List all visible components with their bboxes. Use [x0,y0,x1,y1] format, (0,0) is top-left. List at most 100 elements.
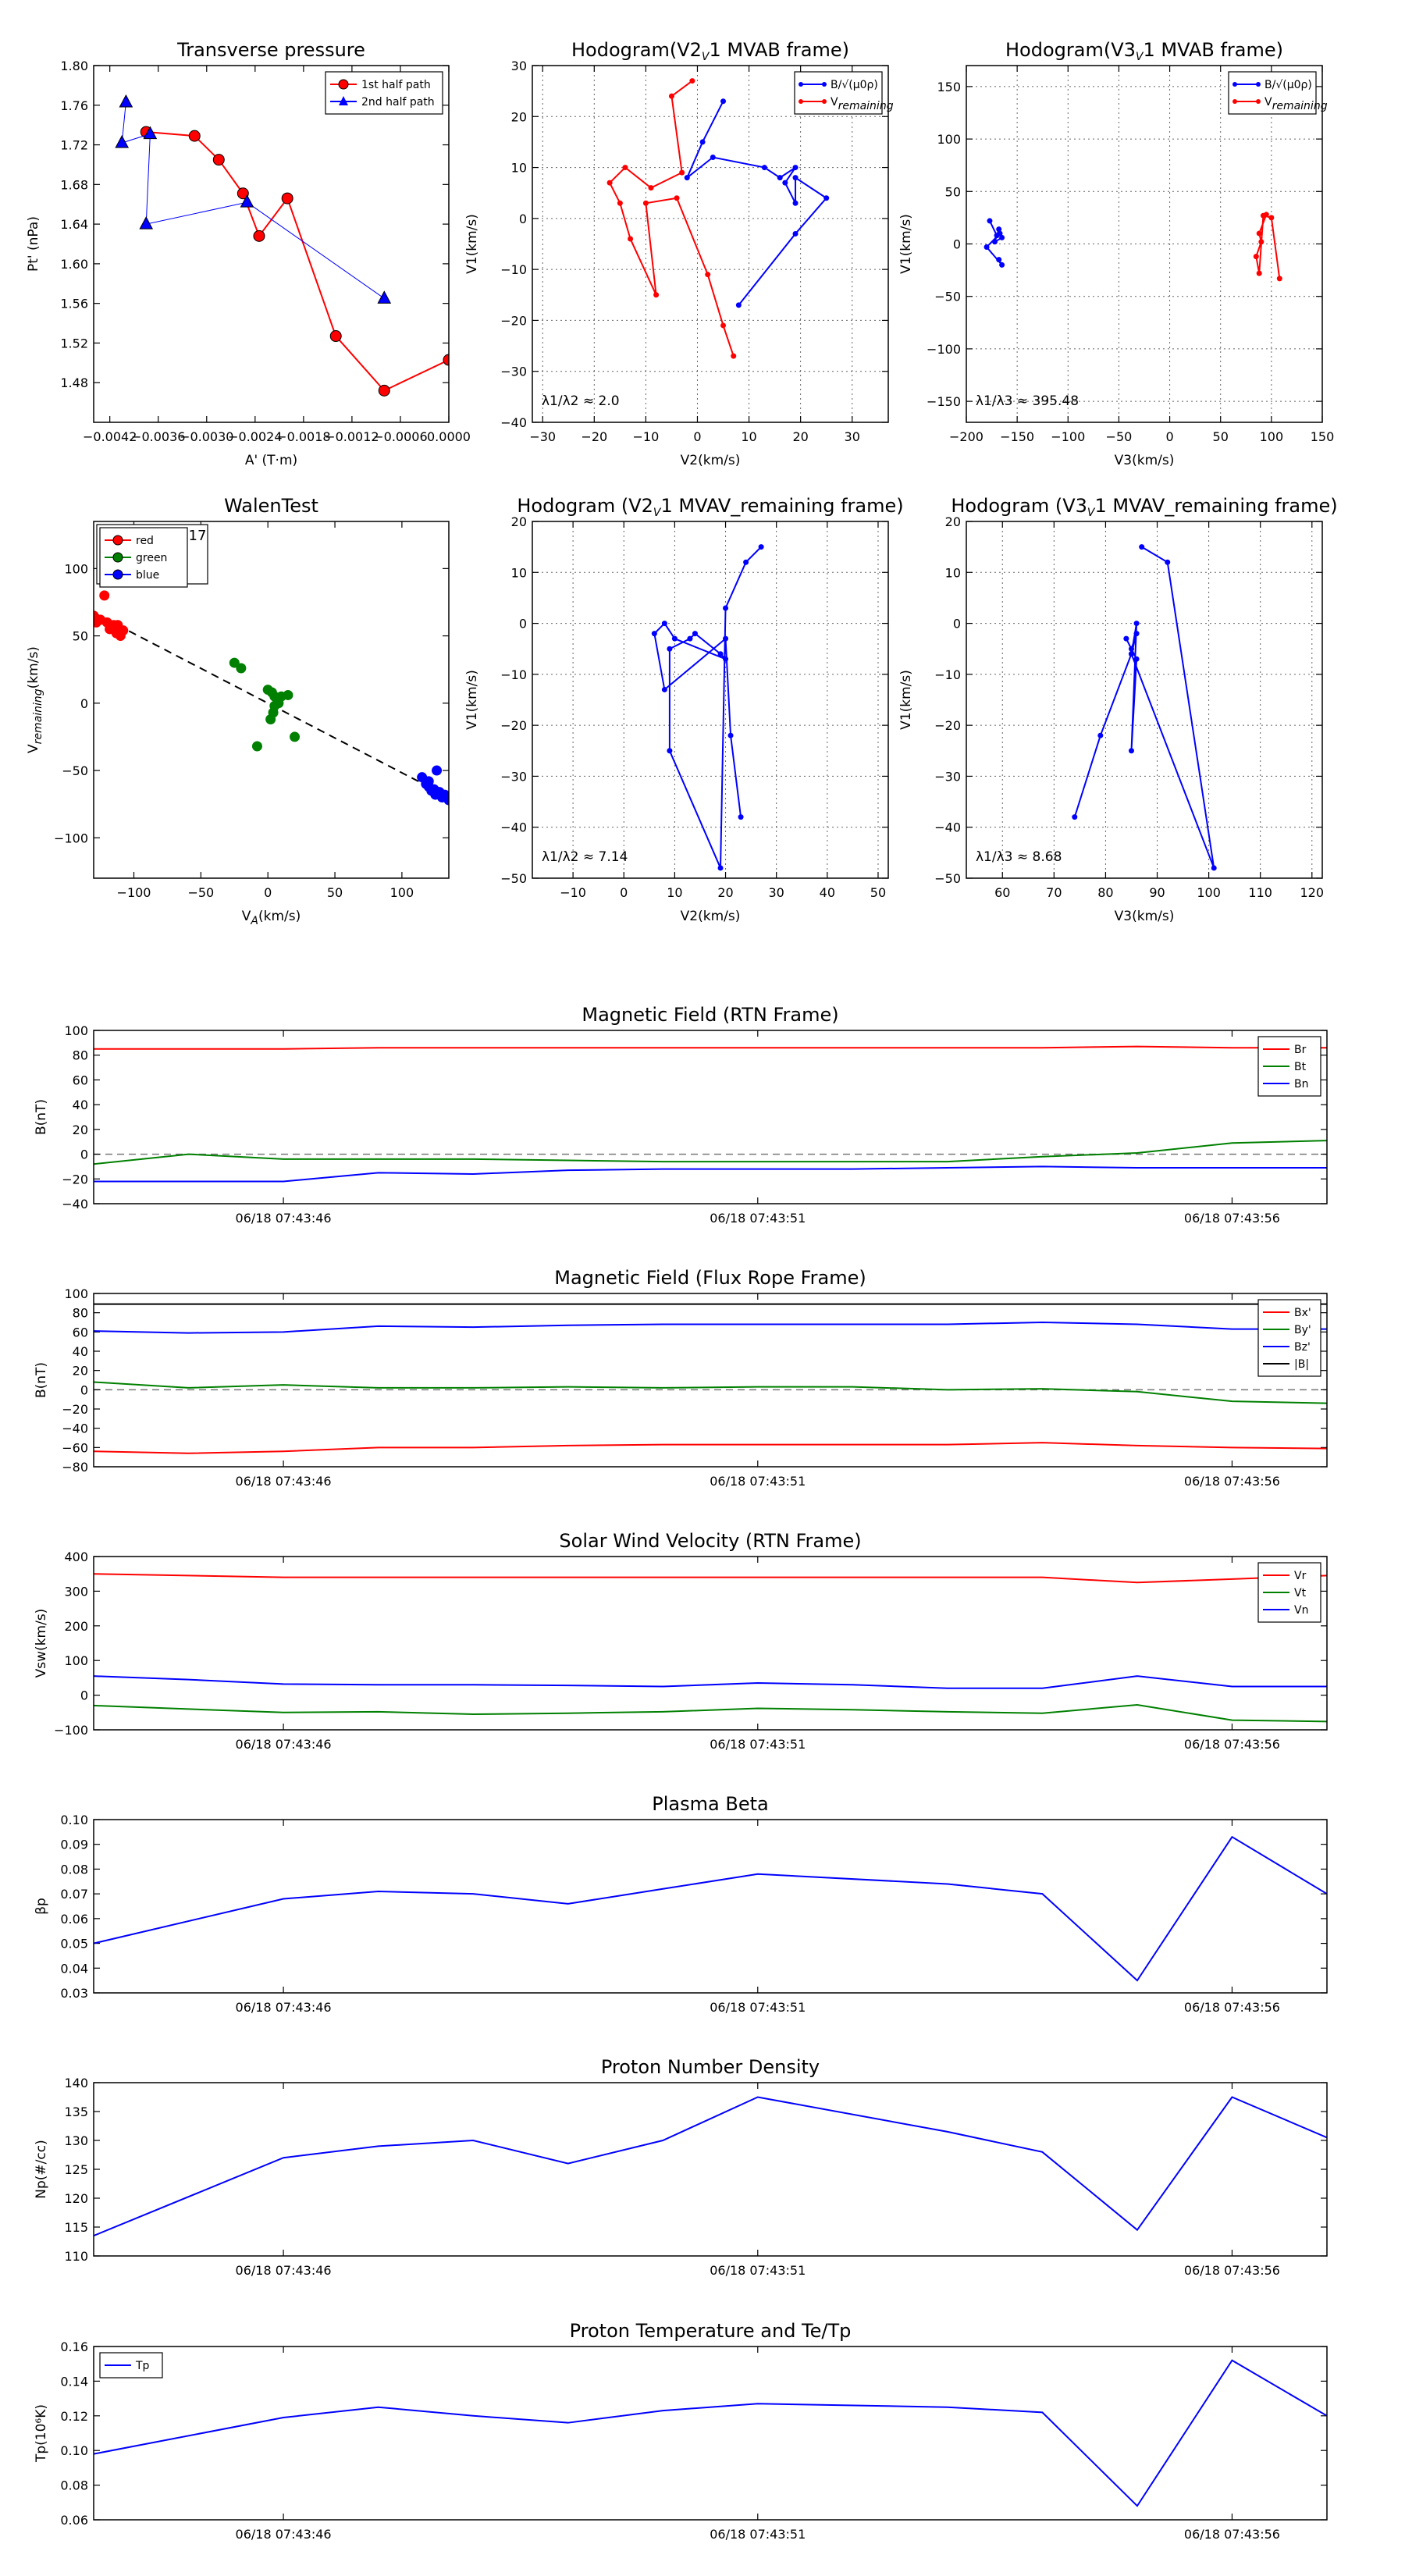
y-tick-label: 140 [64,2076,88,2090]
data-point [735,302,742,308]
x-tick-label: 06/18 07:43:46 [236,2000,332,2015]
plot-frame [93,1819,1328,1994]
x-tick-label: 0 [264,885,272,900]
legend-marker [1256,82,1261,87]
data-point [229,657,240,668]
y-axis-label: V1(km/s) [898,214,914,274]
x-axis-label: V2(km/s) [681,909,741,924]
x-tick-label: 150 [1311,429,1335,444]
data-point [684,175,690,181]
x-tick-label: −0.0036 [131,429,185,444]
x-tick-label: 110 [1248,885,1272,900]
x-tick-label: −20 [581,429,607,444]
chart-proton-number-density: Proton Number Density 06/18 07:43:46 06/18… [34,2056,1328,2278]
plot-frame [966,65,1323,423]
y-axis-label: Pt' (nPa) [26,216,41,272]
y-tick-label: 300 [64,1584,88,1599]
data-point [423,776,434,787]
y-tick-label: 60 [73,1073,88,1087]
series-line [94,1573,1327,1584]
y-tick-label: 1.48 [60,375,88,390]
series-line [94,1165,1327,1183]
data-point [648,185,654,191]
data-point [1128,748,1134,754]
data-point [1268,215,1275,221]
plot-frame [966,521,1323,879]
x-tick-label: −50 [187,885,214,900]
data-point [236,663,247,674]
y-tick-label: 0.09 [60,1838,88,1852]
x-axis-label: V3(km/s) [1115,453,1175,468]
chart-title: Transverse pressure [176,39,365,61]
x-tick-label: 100 [390,885,414,900]
series-b-0 [984,218,1005,268]
legend: Bx' By' Bz' |B| [1257,1299,1321,1377]
y-tick-label: −10 [934,667,961,682]
chart-title: WalenTest [224,495,318,517]
y-tick-label: −40 [62,1421,88,1436]
y-tick-label: −50 [934,290,961,304]
x-tick-label: 06/18 07:43:46 [236,1474,332,1489]
y-tick-label: 1.56 [60,297,88,311]
eigenvalue-ratio-annotation: λ1/λ2 ≈ 7.14 [542,849,628,865]
y-tick-label: −40 [500,415,527,430]
data-point [118,625,129,636]
chart-solar-wind-velocity-rtn-frame: Solar Wind Velocity (RTN Frame) 06/18 07:… [34,1530,1328,1752]
x-tick-label: −0.0006 [373,429,427,444]
x-tick-label: −0.0030 [180,429,233,444]
y-tick-label: 0.06 [60,2513,88,2528]
x-tick-label: −0.0042 [83,429,137,444]
chart-walentest: WalenTest −100 −50 0 50 100 −100 −50 0 50 100 VA(km… [26,495,450,927]
data-point [679,169,685,176]
chart-title: Hodogram(V2V1 MVAB frame) [571,39,849,63]
y-tick-label: 1.76 [60,98,88,113]
y-tick-label: 1.64 [60,217,88,232]
y-tick-label: 20 [945,514,961,529]
x-tick-label: 70 [1046,885,1062,900]
y-tick-label: −150 [927,394,961,409]
x-tick-label: 20 [717,885,733,900]
y-tick-label: 130 [64,2133,88,2148]
y-tick-label: 0 [953,617,961,632]
data-point [710,155,716,161]
series-line [1255,214,1281,279]
legend-label: Bn [1294,1078,1308,1091]
x-tick-label: 120 [1300,885,1325,900]
y-tick-label: −100 [927,342,961,357]
data-point [1128,646,1134,652]
data-point [761,165,767,171]
chart-title: Hodogram (V3V1 MVAV_remaining frame) [951,495,1337,519]
series-line [1073,546,1215,869]
data-point [1256,270,1262,276]
chart-hodogram-v2-v1-mvav-remaining-frame: Hodogram (V2V1 MVAV_remaining frame) −10 0… [464,495,904,924]
y-tick-label: 10 [511,161,527,176]
series-line [653,546,762,869]
y-tick-label: 100 [64,1653,88,1668]
data-point [692,631,698,637]
y-tick-label: 200 [64,1619,88,1634]
legend-label: Bx' [1294,1307,1311,1319]
series-line [146,131,449,392]
data-point [996,226,1002,233]
y-tick-label: −50 [500,871,527,886]
y-tick-label: 50 [945,184,961,199]
y-tick-label: 10 [511,565,527,580]
series-line [608,80,735,357]
y-axis-label: Tp(10⁶K) [34,2404,49,2463]
y-tick-label: 110 [64,2249,88,2264]
data-point [987,218,993,224]
x-tick-label: 80 [1097,885,1113,900]
data-point [723,605,729,611]
y-axis-label: V1(km/s) [464,214,480,274]
data-point [628,236,634,242]
x-tick-label: 60 [994,885,1010,900]
y-tick-label: 0 [80,1382,88,1397]
y-tick-label: 40 [73,1098,88,1112]
data-point [1097,732,1104,738]
data-point [1133,621,1140,627]
x-tick-label: 06/18 07:43:56 [1184,2527,1280,2542]
y-tick-label: −30 [500,365,527,379]
series-line [94,2359,1327,2507]
plot-frame [93,1293,1328,1468]
y-tick-label: 60 [73,1325,88,1340]
